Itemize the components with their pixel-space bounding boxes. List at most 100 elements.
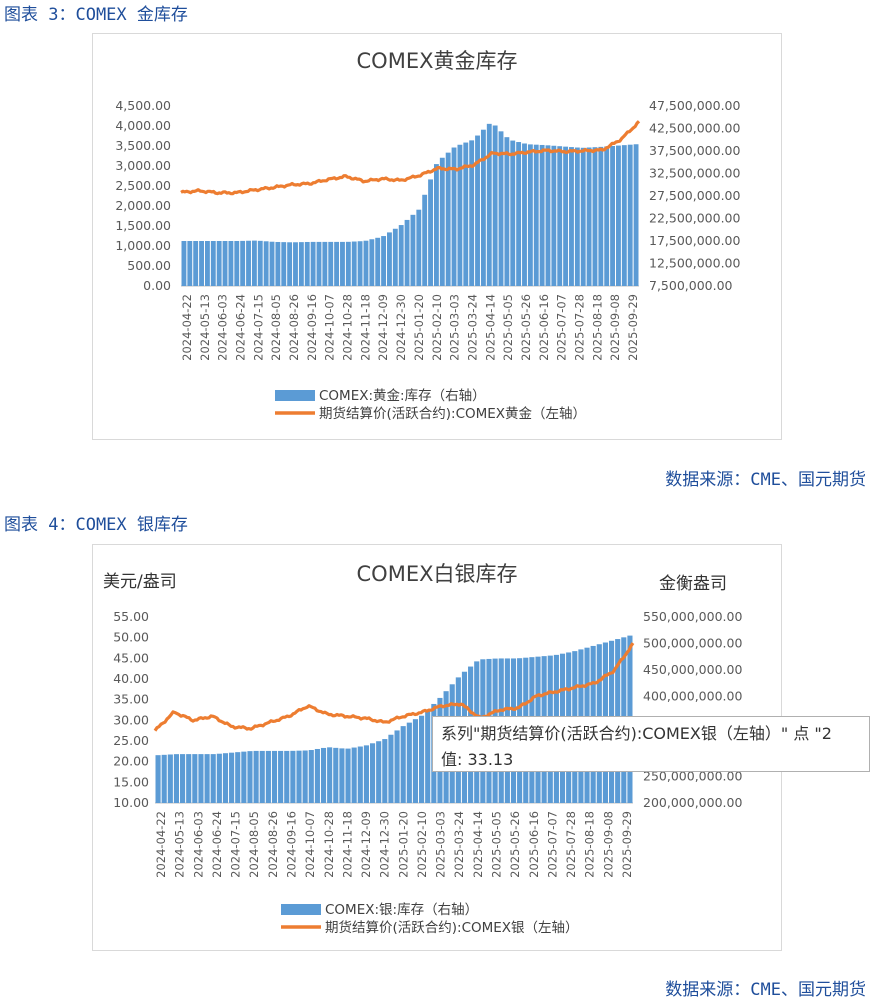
y-left-tick: 1,000.00 <box>115 238 171 253</box>
y-right-tick: 400,000,000.00 <box>643 689 742 704</box>
inventory-bar <box>339 748 345 803</box>
x-tick-label: 2025-07-28 <box>573 294 587 361</box>
inventory-bar <box>293 242 298 286</box>
inventory-bar <box>210 754 216 803</box>
y-left-tick: 20.00 <box>113 754 149 769</box>
inventory-bar <box>445 152 451 286</box>
inventory-bar <box>316 241 322 286</box>
inventory-bar <box>192 754 198 803</box>
y-left-tick: 3,000.00 <box>115 158 171 173</box>
inventory-bar <box>161 754 167 803</box>
x-tick-label: 2025-09-29 <box>626 294 640 361</box>
inventory-bar <box>557 146 563 286</box>
inventory-bar <box>621 145 627 286</box>
y-left-tick: 500.00 <box>127 258 171 273</box>
y-left-tick: 1,500.00 <box>115 218 171 233</box>
tooltip-value-line: 值: 33.13 <box>441 750 514 769</box>
inventory-bar <box>376 741 382 803</box>
inventory-bar <box>357 746 363 803</box>
x-tick-label: 2025-03-03 <box>434 811 448 878</box>
inventory-bar <box>539 144 545 286</box>
inventory-bar <box>533 144 539 286</box>
inventory-bar <box>527 144 533 286</box>
y-left-tick: 50.00 <box>113 630 149 645</box>
x-tick-label: 2024-11-18 <box>340 811 354 878</box>
gold-chart-box: COMEX黄金库存 0.00 500.00 1,000.00 1,500.00 2,000… <box>92 33 782 440</box>
inventory-bar <box>475 135 480 286</box>
x-tick-label: 2024-10-07 <box>323 294 337 361</box>
inventory-bar <box>351 747 357 803</box>
inventory-bar <box>275 241 281 286</box>
y-left-tick: 0.00 <box>143 278 171 293</box>
legend-swatch-bar <box>275 390 315 401</box>
inventory-bar <box>193 241 199 286</box>
inventory-bar <box>246 240 251 286</box>
y-left-label: 美元/盎司 <box>103 572 177 592</box>
y-left-tick: 3,500.00 <box>115 138 171 153</box>
x-tick-label: 2025-03-24 <box>452 811 466 878</box>
inventory-bar <box>457 144 463 286</box>
inventory-bar <box>451 147 457 286</box>
y-left-tick: 4,500.00 <box>115 98 171 113</box>
inventory-bar <box>428 179 433 286</box>
fig4-heading: 图表 4：COMEX 银库存 <box>4 515 188 535</box>
x-tick-label: 2024-06-03 <box>216 294 230 361</box>
inventory-bar <box>167 754 173 803</box>
inventory-bar <box>302 750 308 803</box>
x-tick-label: 2025-08-18 <box>583 811 597 878</box>
x-tick-label: 2024-10-07 <box>303 811 317 878</box>
x-tick-label: 2024-12-30 <box>394 294 408 361</box>
inventory-bar <box>199 241 204 286</box>
inventory-bar <box>574 147 580 286</box>
inventory-bar <box>259 750 265 803</box>
silver-chart: COMEX白银库存 美元/盎司 金衡盎司 10.00 15.00 20.00 25.00 30… <box>103 562 742 936</box>
inventory-bar <box>387 232 392 286</box>
inventory-bar <box>610 146 616 286</box>
x-tick-label: 2025-04-14 <box>483 294 497 361</box>
inventory-bar <box>394 730 400 803</box>
inventory-bar <box>320 747 327 803</box>
inventory-bar <box>204 241 210 286</box>
y-right-tick: 37,500,000.00 <box>649 143 740 158</box>
inventory-bar <box>522 143 527 286</box>
inventory-bar <box>633 144 639 286</box>
x-tick-label: 2024-05-13 <box>198 294 212 361</box>
inventory-bar <box>357 241 363 286</box>
y-right-tick: 450,000,000.00 <box>643 662 742 677</box>
inventory-bar <box>569 147 574 286</box>
x-tick-label: 2025-03-24 <box>465 294 479 361</box>
inventory-bar <box>616 145 621 286</box>
inventory-bar <box>604 146 610 286</box>
y-right-tick: 500,000,000.00 <box>643 636 742 651</box>
x-tick-label: 2025-05-26 <box>519 294 533 361</box>
inventory-bar <box>204 754 210 803</box>
x-tick-label: 2025-04-14 <box>471 811 485 878</box>
inventory-bar <box>287 242 293 286</box>
inventory-bar <box>187 241 193 286</box>
x-tick-label: 2024-08-05 <box>269 294 283 361</box>
x-tick-label: 2025-06-16 <box>527 811 541 878</box>
inventory-bar <box>228 241 234 286</box>
inventory-bar <box>222 241 228 286</box>
inventory-bar <box>486 123 492 286</box>
inventory-bar <box>241 751 247 803</box>
x-tick-label: 2025-08-18 <box>590 294 604 361</box>
x-tick-label: 2025-07-07 <box>555 294 569 361</box>
y-left-tick: 2,000.00 <box>115 198 171 213</box>
x-tick-label: 2024-10-28 <box>341 294 355 361</box>
inventory-bar <box>369 743 376 803</box>
inventory-bar <box>410 214 416 286</box>
inventory-bar <box>327 747 333 803</box>
y-left-tick: 45.00 <box>113 650 149 665</box>
x-tick-label: 2024-06-24 <box>210 811 224 878</box>
x-tick-label: 2025-05-05 <box>490 811 504 878</box>
y-left-tick: 4,000.00 <box>115 118 171 133</box>
price-line <box>180 120 641 196</box>
legend-label-line: 期货结算价(活跃合约):COMEX银（左轴） <box>325 919 579 936</box>
inventory-bar <box>498 131 504 286</box>
y-left-tick: 35.00 <box>113 692 149 707</box>
y-left-tick: 2,500.00 <box>115 178 171 193</box>
inventory-bar <box>314 748 320 803</box>
inventory-bar <box>234 241 240 286</box>
inventory-bar <box>322 241 328 286</box>
